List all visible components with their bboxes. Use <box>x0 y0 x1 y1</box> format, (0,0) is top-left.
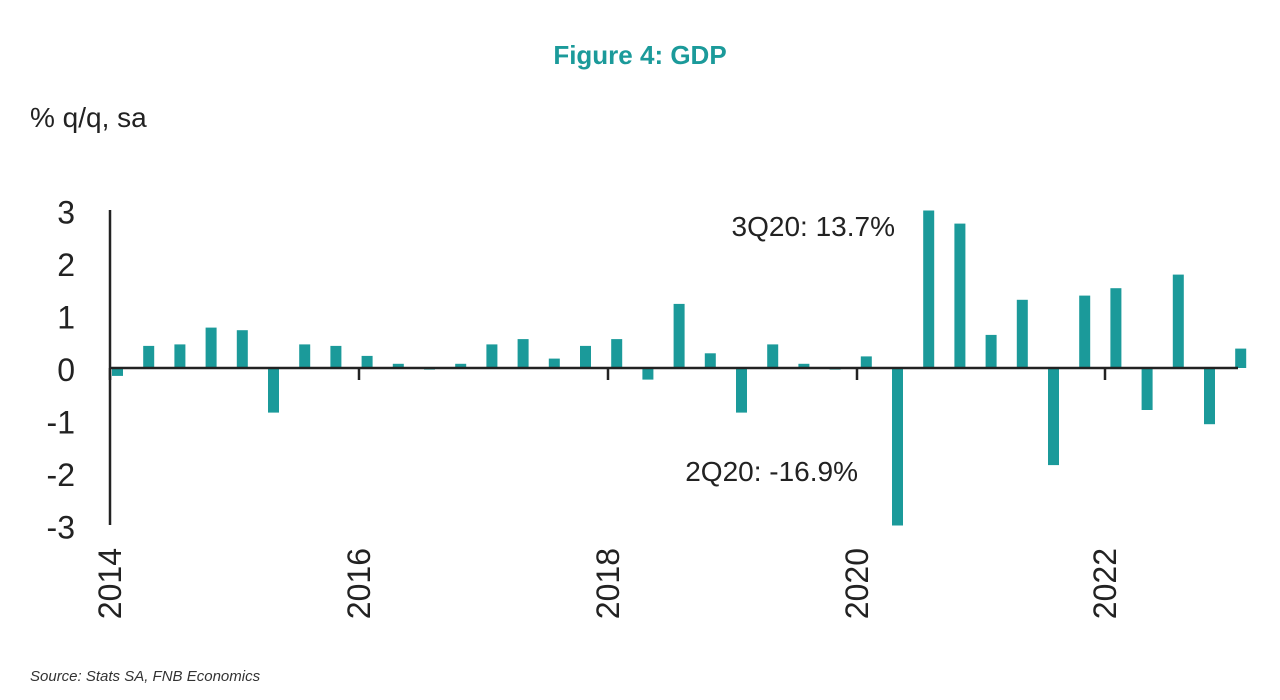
x-tick-label: 2020 <box>839 548 875 619</box>
source-note: Source: Stats SA, FNB Economics <box>30 668 261 685</box>
y-axis-unit-label: % q/q, sa <box>30 102 147 133</box>
bar-3Q22 <box>1172 274 1184 368</box>
bar-2Q20 <box>892 368 903 526</box>
bar-2Q17 <box>517 339 529 368</box>
bar-1Q14 <box>112 368 123 376</box>
x-tick-label: 2016 <box>341 548 377 619</box>
bar-3Q15 <box>299 344 311 368</box>
y-tick-label: -2 <box>47 457 75 493</box>
bar-2Q22 <box>1141 368 1153 410</box>
bar-2Q19 <box>767 344 779 368</box>
chart-title: Figure 4: GDP <box>553 40 727 70</box>
bar-1Q20 <box>860 356 872 368</box>
y-tick-label: 0 <box>57 352 75 388</box>
bar-1Q18 <box>611 339 623 368</box>
bar-1Q16 <box>361 355 373 368</box>
bar-3Q21 <box>1048 368 1059 466</box>
bar-3Q18 <box>673 303 685 368</box>
bar-1Q23 <box>1235 348 1247 368</box>
bar-1Q17 <box>486 344 498 368</box>
bar-4Q22 <box>1204 368 1215 425</box>
annotation-3Q20: 3Q20: 13.7% <box>732 211 895 242</box>
bars-layer <box>112 210 1247 526</box>
bar-3Q20 <box>923 210 935 368</box>
y-tick-label: -3 <box>47 510 75 546</box>
bar-1Q15 <box>236 330 248 368</box>
axes-layer <box>108 210 1238 525</box>
labels-layer: 3 2 1 0 -1 -2 -3 2014 2016 2018 2020 2022 3Q20: 13.7… <box>47 195 1123 620</box>
bar-4Q20 <box>954 223 966 368</box>
bar-1Q21 <box>985 334 997 368</box>
bar-3Q17 <box>548 358 560 368</box>
bar-3Q19 <box>798 363 810 368</box>
x-tick-label: 2022 <box>1087 548 1123 619</box>
bar-1Q19 <box>736 368 747 413</box>
bar-2Q16 <box>392 363 404 368</box>
y-tick-label: 2 <box>57 247 75 283</box>
bar-4Q15 <box>330 345 342 368</box>
annotation-2Q20: 2Q20: -16.9% <box>685 456 858 487</box>
x-tick-label: 2014 <box>92 548 128 619</box>
bar-2Q15 <box>268 368 279 413</box>
bar-3Q14 <box>174 344 186 368</box>
bar-4Q16 <box>455 363 467 368</box>
bar-2Q18 <box>642 368 654 380</box>
bar-2Q21 <box>1016 299 1028 369</box>
y-tick-label: -1 <box>47 405 75 441</box>
bar-4Q14 <box>205 327 217 368</box>
y-tick-label: 1 <box>57 300 75 336</box>
bar-4Q21 <box>1079 295 1091 368</box>
bar-4Q17 <box>580 345 591 368</box>
bar-1Q22 <box>1110 288 1122 368</box>
y-tick-label: 3 <box>57 195 75 231</box>
bar-2Q14 <box>143 345 155 368</box>
bar-4Q18 <box>704 353 716 368</box>
x-tick-label: 2018 <box>590 548 626 619</box>
